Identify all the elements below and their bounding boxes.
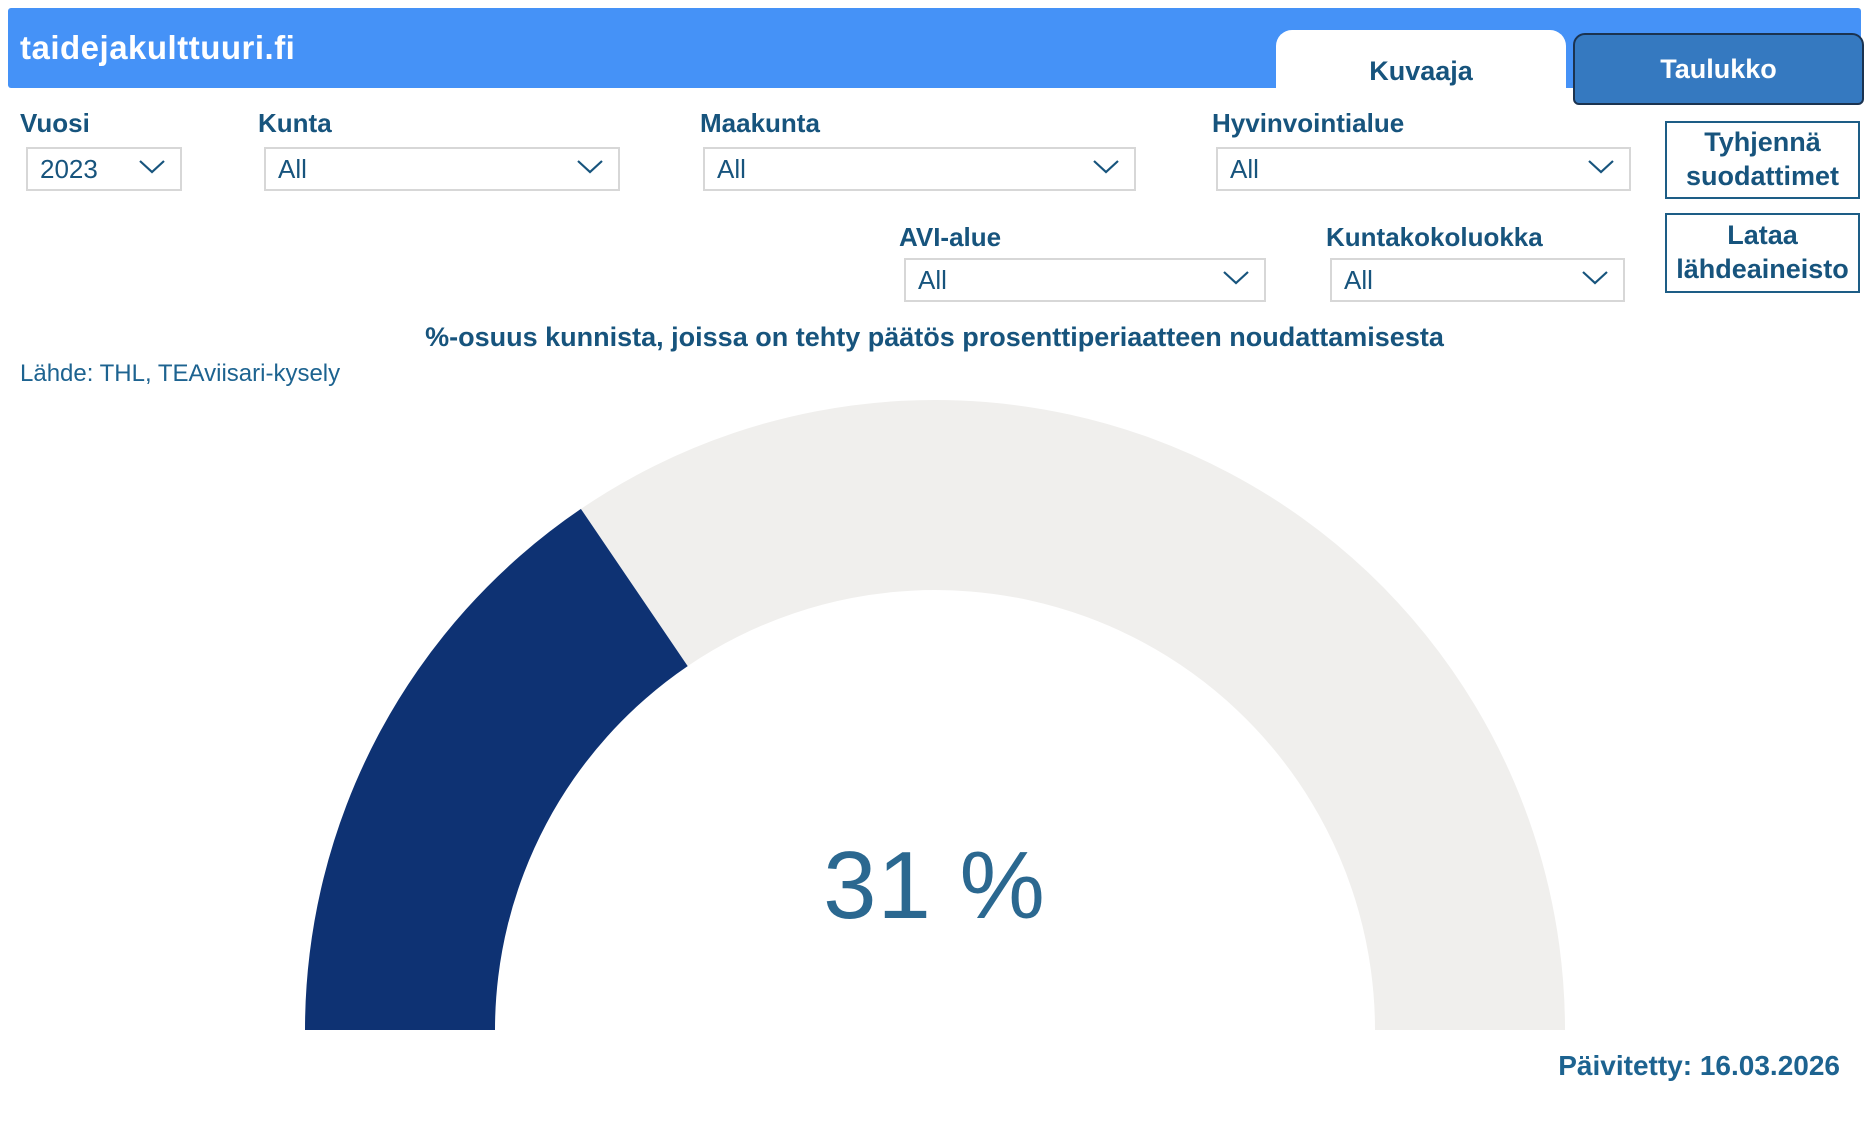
chevron-down-icon: [138, 159, 166, 180]
gauge-filled-arc: [305, 508, 688, 1030]
kunta-label: Kunta: [258, 108, 332, 138]
kunta-value: All: [278, 153, 307, 184]
vuosi-value: 2023: [40, 153, 98, 184]
download-source-button[interactable]: Lataa lähdeaineisto: [1665, 213, 1860, 293]
gauge-chart: [305, 399, 1565, 1031]
tab-taulukko-label: Taulukko: [1660, 53, 1777, 84]
gauge-track-arc: [580, 399, 1565, 1031]
clear-filters-button[interactable]: Tyhjennä suodattimet: [1665, 121, 1860, 199]
kuntakokoluokka-dropdown[interactable]: All: [1330, 258, 1625, 302]
chevron-down-icon: [1581, 270, 1609, 291]
chevron-down-icon: [1092, 159, 1120, 180]
hyvinvointialue-dropdown[interactable]: All: [1216, 147, 1631, 191]
tab-kuvaaja[interactable]: Kuvaaja: [1276, 30, 1566, 112]
chevron-down-icon: [1587, 159, 1615, 180]
gauge-value-label: 31 %: [823, 832, 1046, 939]
chevron-down-icon: [1222, 270, 1250, 291]
maakunta-value: All: [717, 153, 746, 184]
kunta-dropdown[interactable]: All: [264, 147, 620, 191]
updated-timestamp: Päivitetty: 16.03.2026: [1558, 1050, 1840, 1081]
maakunta-label: Maakunta: [700, 108, 820, 138]
site-logo: taidejakulttuuri.fi: [20, 29, 296, 66]
chart-source: Lähde: THL, TEAviisari-kysely: [20, 360, 341, 387]
vuosi-label: Vuosi: [20, 108, 90, 138]
kuntakokoluokka-label: Kuntakokoluokka: [1326, 222, 1543, 252]
avi-alue-label: AVI-alue: [899, 222, 1002, 252]
tab-kuvaaja-label: Kuvaaja: [1369, 55, 1473, 86]
kuntakokoluokka-value: All: [1344, 264, 1373, 295]
maakunta-dropdown[interactable]: All: [703, 147, 1136, 191]
vuosi-dropdown[interactable]: 2023: [26, 147, 182, 191]
tab-taulukko[interactable]: Taulukko: [1573, 33, 1864, 105]
hyvinvointialue-value: All: [1230, 153, 1259, 184]
avi-alue-dropdown[interactable]: All: [904, 258, 1266, 302]
chevron-down-icon: [576, 159, 604, 180]
hyvinvointialue-label: Hyvinvointialue: [1212, 108, 1405, 138]
chart-title: %-osuus kunnista, joissa on tehty päätös…: [425, 322, 1444, 352]
avi-alue-value: All: [918, 264, 947, 295]
